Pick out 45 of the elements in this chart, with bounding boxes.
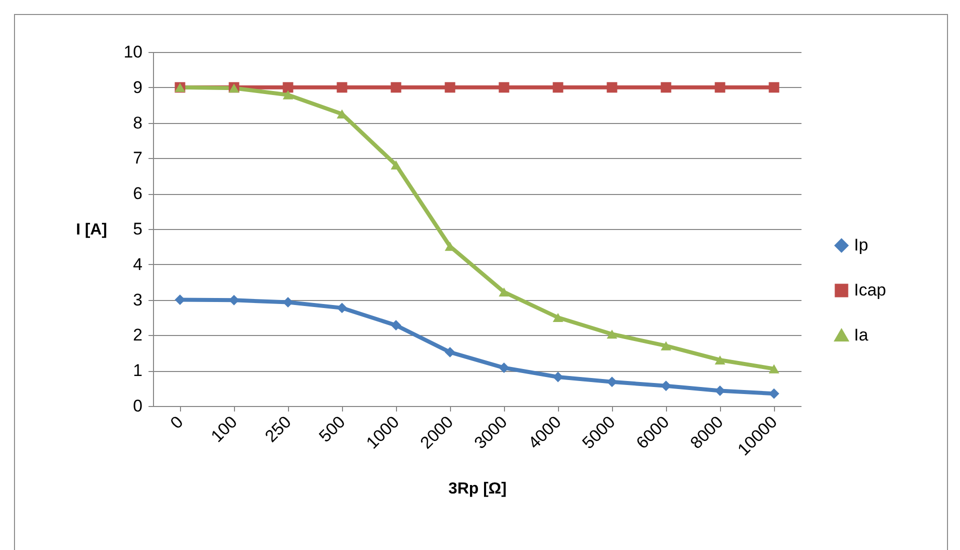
y-tick-label: 2 (133, 326, 142, 345)
y-tick-label: 3 (133, 290, 142, 310)
point (714, 355, 726, 365)
y-tick-label: 10 (124, 42, 142, 62)
point (444, 82, 456, 93)
point (498, 362, 510, 374)
point (768, 388, 780, 399)
x-tick-label: 500 (315, 412, 349, 446)
y-tick-label: 1 (133, 361, 142, 380)
point (714, 82, 726, 93)
point (768, 364, 780, 374)
legend-label: Ia (854, 326, 869, 344)
y-tick-label: 6 (133, 184, 142, 204)
y-tick-label: 5 (133, 220, 142, 238)
y-tick-label: 0 (133, 396, 142, 416)
point (336, 82, 348, 93)
legend-label: Icap (854, 280, 886, 300)
point (444, 346, 456, 358)
point (606, 82, 618, 93)
y-axis-title: I [A] (76, 222, 108, 238)
point (552, 312, 564, 322)
point (552, 82, 564, 93)
point (498, 287, 510, 297)
legend-label: Ip (854, 236, 868, 254)
point (282, 90, 294, 100)
point (390, 160, 402, 170)
point (282, 82, 294, 93)
point (660, 341, 672, 350)
point (336, 302, 348, 314)
point (552, 372, 564, 382)
point (498, 82, 510, 93)
y-tick-label: 4 (133, 254, 142, 274)
x-axis-title: 3Rp [Ω] (448, 480, 507, 498)
point (768, 82, 780, 93)
x-tick-label: 100 (207, 412, 241, 446)
y-tick-label: 9 (133, 78, 142, 97)
x-tick-label: 0 (166, 412, 187, 433)
y-tick-label: 7 (133, 148, 142, 168)
point (660, 82, 672, 93)
x-tick-label: 250 (261, 412, 295, 446)
point (606, 376, 618, 388)
point (390, 320, 402, 331)
point (390, 82, 402, 93)
point (606, 330, 618, 339)
y-tick-label: 8 (133, 113, 142, 132)
